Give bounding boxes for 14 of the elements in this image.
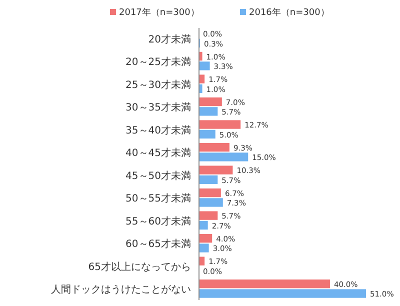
y-tick-label: 20才未満 [148,33,191,46]
y-tick-label: 40～45才未満 [126,147,191,160]
y-tick-label: 50～55才未満 [126,192,191,205]
y-tick-label: 35～40才未満 [126,124,191,136]
y-tick-label: 65才以上になってから [88,260,191,273]
y-tick-label: 人間ドックはうけたことがない [51,284,191,296]
y-tick-label: 20～25才未満 [126,56,191,68]
legend-label: 2017年（n=300） [119,7,200,18]
y-tick-label: 55～60才未満 [126,215,191,228]
y-tick-label: 25～30才未満 [126,78,191,91]
legend-label: 2016年（n=300） [249,7,330,18]
y-tick-label: 30～35才未満 [126,102,191,114]
y-tick-label: 60～65才未満 [126,238,191,250]
y-tick-label: 45～50才未満 [126,170,191,182]
